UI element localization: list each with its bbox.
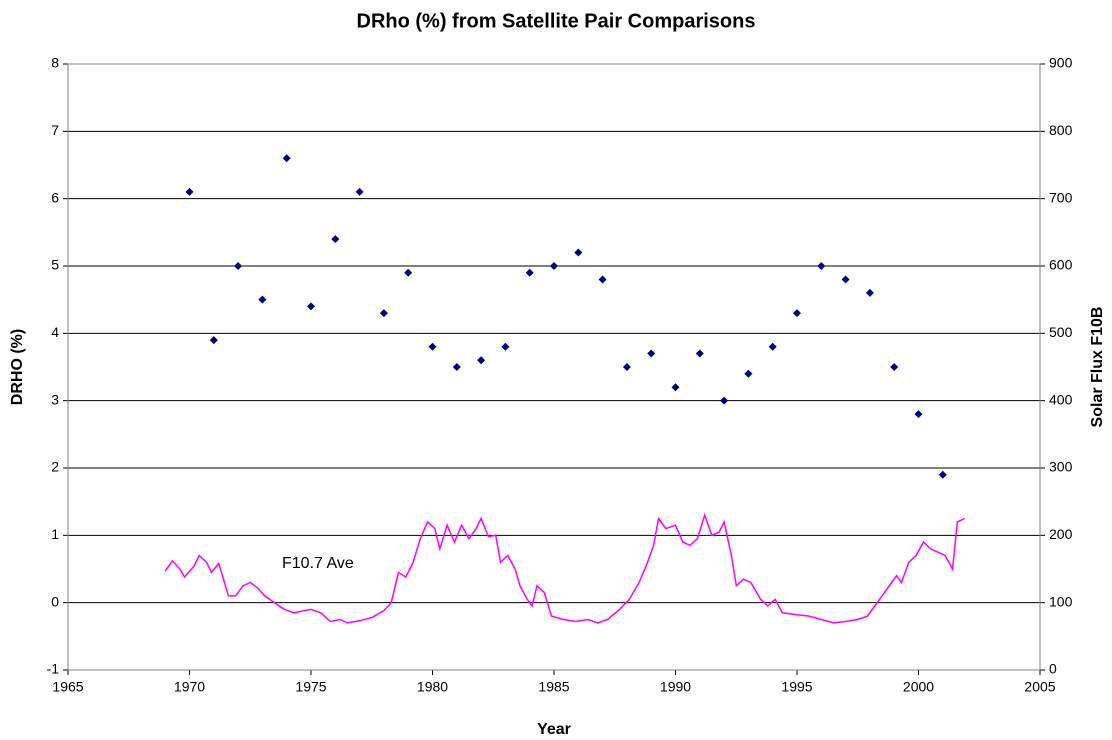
y-tick-label: 1 bbox=[51, 526, 59, 542]
scatter-point bbox=[428, 342, 437, 351]
y-tick-label: -1 bbox=[47, 661, 60, 677]
scatter-point bbox=[452, 363, 461, 371]
y-tick-label: 6 bbox=[51, 189, 59, 205]
scatter-point bbox=[817, 262, 826, 270]
x-tick-label: 2000 bbox=[903, 679, 934, 695]
scatter-point bbox=[501, 342, 510, 351]
scatter-point bbox=[938, 470, 947, 479]
scatter-point bbox=[574, 248, 583, 257]
y2-tick-label: 400 bbox=[1049, 391, 1073, 407]
scatter-point bbox=[744, 369, 753, 378]
scatter-point bbox=[865, 288, 874, 297]
scatter-point bbox=[622, 363, 631, 371]
scatter-point bbox=[209, 336, 218, 345]
plot-frame bbox=[67, 63, 1041, 671]
scatter-point bbox=[404, 268, 413, 277]
x-axis-title: Year bbox=[537, 721, 571, 738]
scatter-point bbox=[914, 410, 923, 419]
scatter-point bbox=[258, 295, 267, 304]
scatter-point bbox=[890, 363, 899, 371]
scatter-point bbox=[720, 396, 729, 405]
y-tick-label: 2 bbox=[51, 459, 59, 475]
x-tick-label: 1985 bbox=[538, 679, 569, 695]
y2-tick-label: 300 bbox=[1049, 459, 1073, 475]
scatter-point bbox=[550, 262, 558, 270]
y2-tick-label: 200 bbox=[1049, 526, 1073, 542]
scatter-point bbox=[234, 262, 243, 270]
y2-tick-label: 900 bbox=[1049, 55, 1073, 71]
y2-tick-label: 800 bbox=[1049, 122, 1073, 138]
x-tick-label: 1970 bbox=[174, 679, 205, 695]
x-tick-label: 1975 bbox=[295, 679, 326, 695]
y-tick-label: 0 bbox=[51, 593, 59, 609]
scatter-point bbox=[793, 309, 801, 318]
scatter-point bbox=[525, 268, 534, 277]
x-tick-label: 1965 bbox=[52, 679, 83, 695]
scatter-point bbox=[695, 349, 704, 358]
scatter-point bbox=[282, 154, 291, 163]
scatter-point bbox=[477, 356, 486, 365]
x-tick-label: 2005 bbox=[1024, 679, 1055, 695]
scatter-point bbox=[331, 235, 340, 244]
chart-title: DRho (%) from Satellite Pair Comparisons bbox=[357, 10, 756, 32]
x-tick-label: 1995 bbox=[781, 679, 812, 695]
y-tick-label: 3 bbox=[51, 391, 59, 407]
y-axis-title: DRHO (%) bbox=[9, 329, 26, 405]
y2-tick-label: 100 bbox=[1049, 593, 1073, 609]
scatter-point bbox=[647, 349, 656, 358]
y-tick-label: 4 bbox=[51, 324, 59, 340]
y2-tick-label: 0 bbox=[1049, 661, 1057, 677]
scatter-point bbox=[185, 187, 194, 196]
scatter-point bbox=[379, 309, 388, 318]
y2-tick-label: 500 bbox=[1049, 324, 1073, 340]
scatter-point bbox=[598, 275, 607, 284]
x-tick-label: 1990 bbox=[660, 679, 691, 695]
scatter-point bbox=[307, 302, 315, 311]
scatter-point bbox=[768, 342, 777, 351]
annotation: F10.7 Ave bbox=[282, 555, 354, 572]
x-tick-label: 1980 bbox=[417, 679, 448, 695]
scatter-point bbox=[671, 383, 680, 392]
scatter-point bbox=[841, 275, 850, 284]
y2-tick-label: 700 bbox=[1049, 189, 1073, 205]
y-tick-label: 7 bbox=[51, 122, 59, 138]
y2-tick-label: 600 bbox=[1049, 257, 1073, 273]
line-series bbox=[164, 512, 966, 624]
y2-axis-title: Solar Flux F10B bbox=[1089, 307, 1106, 428]
y-tick-label: 5 bbox=[51, 257, 59, 273]
y-tick-label: 8 bbox=[51, 55, 59, 71]
scatter-point bbox=[355, 187, 364, 196]
